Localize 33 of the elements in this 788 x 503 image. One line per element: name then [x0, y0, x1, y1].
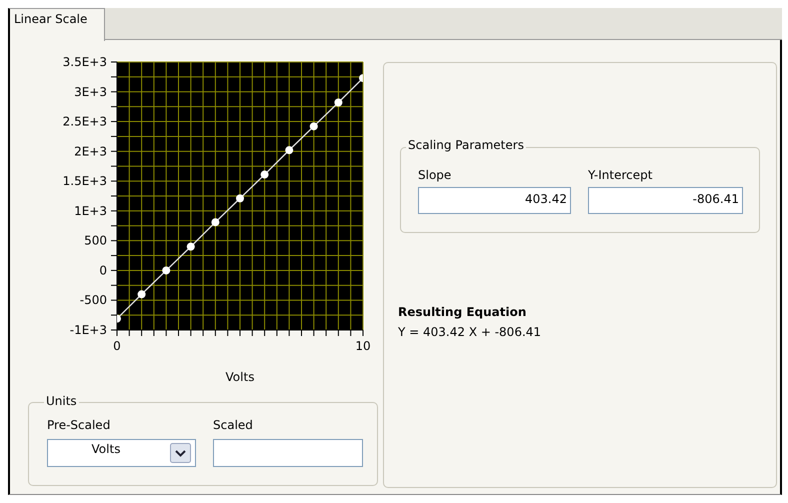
- text: Scaling Parameters: [406, 138, 526, 152]
- y-tick-label: 2.5E+3: [62, 114, 107, 129]
- text: 403.42: [525, 192, 567, 206]
- text: Y = 403.42 X + -806.41: [398, 325, 542, 339]
- point: [310, 122, 318, 130]
- point: [236, 194, 244, 202]
- y-tick-label: 3E+3: [74, 84, 107, 99]
- y-tick-label: 500: [84, 234, 107, 248]
- text: Linear Scale: [14, 12, 88, 26]
- text: Units: [44, 394, 79, 408]
- text: Resulting Equation: [398, 305, 526, 319]
- text: Volts: [92, 442, 120, 456]
- text: Y-Intercept: [588, 168, 652, 182]
- text: Scaled: [213, 418, 253, 432]
- text: Pre-Scaled: [47, 418, 110, 432]
- point: [186, 242, 195, 251]
- point: [162, 266, 170, 274]
- point: [285, 146, 294, 154]
- y-tick-label: -1E+3: [70, 323, 107, 337]
- y-tick-label: 1E+3: [74, 204, 107, 218]
- point: [211, 218, 220, 226]
- point: [334, 98, 342, 106]
- x-tick-label: 10: [355, 339, 371, 353]
- y-tick-label: -500: [80, 293, 107, 308]
- y-tick-label: 3.5E+3: [62, 55, 107, 69]
- y-tick-label: 0: [99, 263, 107, 278]
- point: [260, 170, 269, 179]
- y-tick-label: 2E+3: [74, 144, 107, 158]
- text: Slope: [418, 168, 452, 182]
- point: [138, 290, 146, 298]
- text: -806.41: [692, 192, 739, 206]
- x-axis-title: Volts: [226, 370, 254, 384]
- y-tick-label: 1.5E+3: [62, 174, 107, 188]
